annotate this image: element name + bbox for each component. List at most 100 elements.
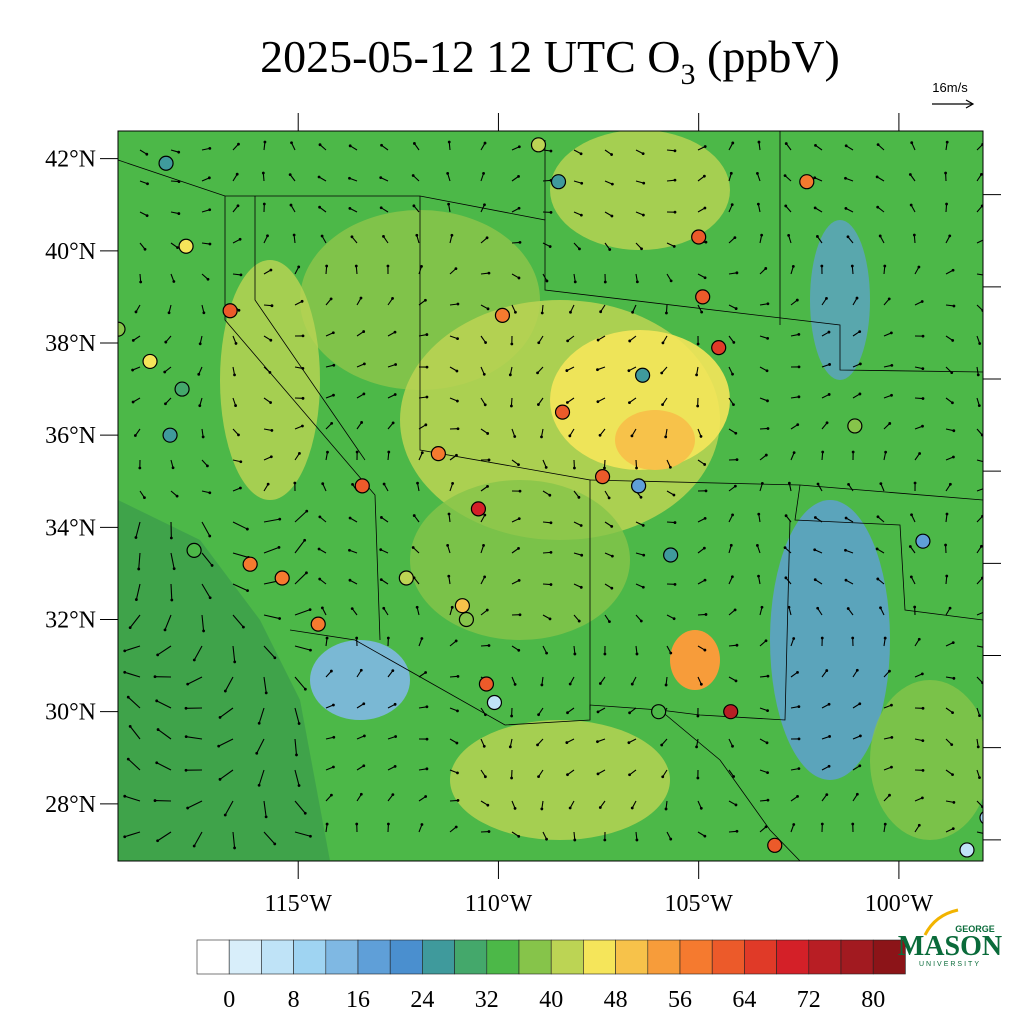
station [470,501,487,517]
wind-arrow-head [359,792,363,796]
wind-arrow-head [702,174,706,178]
wind-arrow-head [192,658,196,662]
wind-arrow-head [596,772,600,776]
wind-arrow-head [734,679,738,683]
wind-arrow-head [844,548,847,552]
wind-arrow-head [665,311,668,315]
wind-arrow-head [387,450,391,454]
wind-arrow-head [816,606,820,610]
wind-arrow-head [661,775,665,779]
wind-arrow-head [482,744,486,748]
wind-arrow-head [696,776,700,780]
wind-arrow-head [577,495,581,499]
wind-arrow-head [858,362,862,366]
wind-arrow-head [627,741,631,745]
wind-arrow-head [908,545,912,548]
wind-arrow [232,614,244,628]
wind-arrow-head [348,548,351,552]
wind-arrow-head [579,213,583,217]
wind-arrow-head [703,276,707,280]
wind-arrow-head [913,605,917,609]
wind-arrow-head [827,330,831,334]
wind-arrow-head [603,838,607,842]
wind-arrow-head [177,150,181,154]
wind-arrow-head [177,180,181,183]
station [118,321,126,337]
wind-arrow-head [573,838,577,842]
wind-arrow-head [257,721,261,725]
wind-arrow-head [517,206,521,210]
wind-arrow-head [297,265,301,269]
wind-arrow-head [952,676,956,680]
wind-arrow-head [208,491,212,495]
wind-arrow-head [858,330,862,333]
wind-arrow-head [198,404,202,408]
station [979,811,983,825]
wind-arrow [224,676,234,692]
wind-arrow-head [145,152,149,156]
wind-arrow-head [827,702,831,706]
wind-arrow-head [850,264,854,268]
wind-arrow-head [513,806,517,810]
colorbar-box [679,939,713,975]
wind-arrow-head [348,516,352,520]
wind-arrow [129,726,141,740]
wind-arrow-head [827,764,831,768]
wind-arrow-head [797,365,801,369]
wind-arrow-head [577,619,581,623]
wind-arrow [193,645,203,661]
wind-arrow [138,552,141,569]
shade [870,680,983,840]
wind-arrow-head [269,268,273,272]
wind-arrow-head [425,395,429,399]
station [454,598,470,614]
wind-arrow-head [545,837,548,841]
wind-arrow-head [920,300,924,303]
wind-arrow [263,614,280,620]
wind-arrow-head [821,450,825,454]
wind-arrow-head [610,554,614,558]
wind-arrow-head [549,583,553,586]
wind-arrow-head [568,806,572,810]
wind-arrow-head [128,626,132,630]
wind-arrow-head [184,768,188,772]
wind-arrow-head [820,636,824,640]
wind-arrow-head [133,434,137,437]
wind-arrow-head [944,171,947,175]
wind-arrow-head [549,550,553,554]
borders [118,131,983,861]
wind-arrow-head [483,203,486,207]
wind-arrow-head [123,835,127,839]
wind-arrow [263,831,276,845]
wind-arrow-head [540,807,544,811]
wind-arrow-head [332,765,335,769]
wind-arrow-head [813,516,817,519]
wind-arrow-head [446,171,450,175]
wind-arrow-head [580,553,584,557]
wind-arrow-head [290,141,293,145]
wind-arrow-head [238,237,242,241]
wind-arrow-head [143,496,146,500]
wind-arrow-head [980,576,983,580]
wind-arrow-head [757,140,761,144]
wind-arrow-head [266,482,270,486]
wind-arrow-head [355,822,359,826]
wind-arrow-head [128,724,132,728]
wind-arrow-head [382,606,386,610]
wind-arrow-head [330,421,334,425]
wind-arrow-head [945,140,949,144]
wind-arrow-head [660,371,664,375]
wind-arrow-head [565,741,569,744]
colorbar-label: 40 [539,987,563,1013]
wind-arrow-head [661,341,665,345]
wind-arrow-head [484,341,487,344]
wind-arrow-head [411,546,415,549]
wind-arrow-head [447,574,451,578]
wind-arrow-head [454,825,458,829]
station [767,837,783,853]
wind-arrow-head [797,705,801,709]
wind-arrow-head [945,574,949,578]
wind-arrow-head [733,608,737,612]
wind-arrow-head [425,737,429,741]
wind-arrow-head [270,429,274,432]
